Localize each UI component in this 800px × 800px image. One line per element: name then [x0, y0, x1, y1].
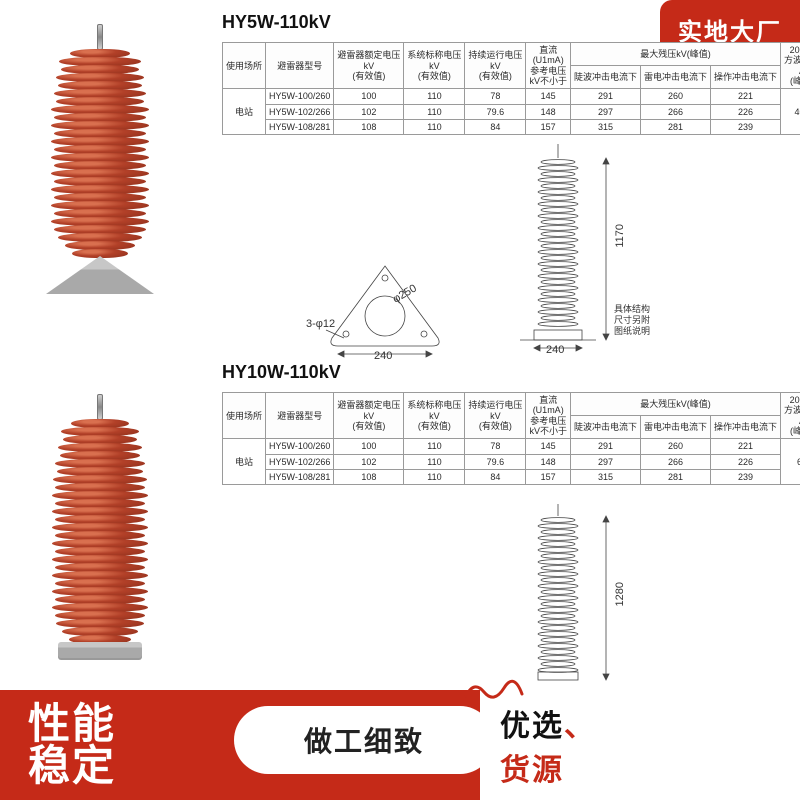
dim-height: 1280 — [614, 582, 626, 606]
banner-left-line2: 稳定 — [28, 745, 200, 787]
dim-base-width: 240 — [546, 344, 564, 356]
spec-block-hy10w: HY10W-110kV 使用场所避雷器型号避雷器额定电压kV(有效值)系统标称电… — [10, 366, 790, 686]
banner-right: 优选、 货源 — [480, 690, 800, 800]
dim-tri-width: 240 — [374, 350, 392, 362]
banner-right-line2: 货源 — [500, 745, 800, 789]
block-title: HY10W-110kV — [222, 362, 341, 383]
banner-middle: 做工细致 — [200, 690, 480, 800]
banner-right-line1-a: 优选 — [500, 710, 564, 743]
wave-icon — [464, 678, 524, 702]
spec-block-hy5w: HY5W-110kV 使用场所避雷器型号避雷器额定电压kV(有效值)系统标称电压… — [10, 16, 790, 348]
banner-left-line1: 性能 — [28, 703, 200, 745]
banner-right-line1: 优选、 — [500, 701, 800, 745]
base-plate-drawing: φ250 3-φ12 240 — [320, 260, 450, 358]
product-photo — [50, 24, 150, 294]
insulator-base — [46, 256, 154, 294]
outline-drawing: 1280 — [480, 504, 650, 694]
insulator-sheds — [50, 420, 150, 644]
banner-left: 性能 稳定 — [0, 690, 200, 800]
insulator-cap — [97, 24, 103, 50]
insulator-sheds — [50, 50, 150, 258]
spec-table: 使用场所避雷器型号避雷器额定电压kV(有效值)系统标称电压kV(有效值)持续运行… — [222, 42, 800, 135]
outline-drawing: 1170 240 具体结构 尺寸另附 图纸说明 — [480, 144, 650, 354]
dim-holes: 3-φ12 — [306, 318, 335, 330]
product-photo — [50, 394, 150, 658]
comma-accent: 、 — [564, 710, 596, 743]
insulator-cap — [97, 394, 103, 420]
bottom-banner: 性能 稳定 做工细致 优选、 货源 — [0, 690, 800, 800]
insulator-icon — [50, 24, 150, 294]
banner-bubble: 做工细致 — [234, 706, 494, 774]
insulator-base — [58, 642, 142, 658]
dim-height: 1170 — [614, 224, 626, 248]
datasheet-page: 实地大厂 HY5W-110kV 使用场所避雷器型号避雷器额定电压kV(有效值)系… — [0, 0, 800, 800]
spec-table: 使用场所避雷器型号避雷器额定电压kV(有效值)系统标称电压kV(有效值)持续运行… — [222, 392, 800, 485]
block-title: HY5W-110kV — [222, 12, 331, 33]
drawing-note: 具体结构 尺寸另附 图纸说明 — [614, 304, 650, 336]
insulator-icon — [50, 394, 150, 658]
